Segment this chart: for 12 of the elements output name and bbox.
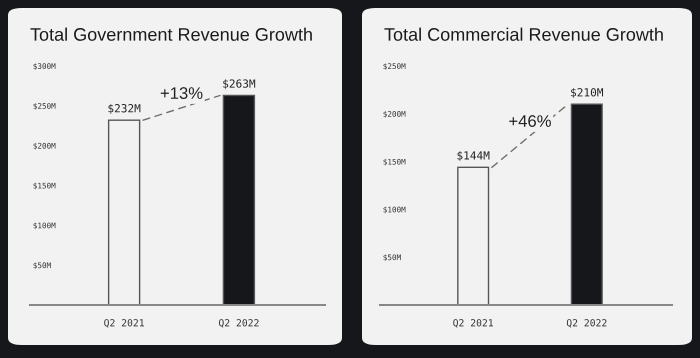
x-tick-label: Q2 2022 xyxy=(218,319,259,328)
chart-title: Total Government Revenue Growth xyxy=(30,28,312,41)
annotation: +13% xyxy=(160,87,202,99)
annotation: +46% xyxy=(509,115,551,127)
chart-title: Total Commercial Revenue Growth xyxy=(384,28,663,41)
x-tick-label: Q2 2021 xyxy=(104,319,144,328)
x-tick-label: Q2 2022 xyxy=(566,319,606,328)
data-label: $210M xyxy=(571,88,604,98)
x-tick-label: Q2 2021 xyxy=(453,319,493,328)
data-label: $263M xyxy=(223,79,256,90)
data-label: $144M xyxy=(457,151,490,162)
data-label: $232M xyxy=(108,104,140,114)
